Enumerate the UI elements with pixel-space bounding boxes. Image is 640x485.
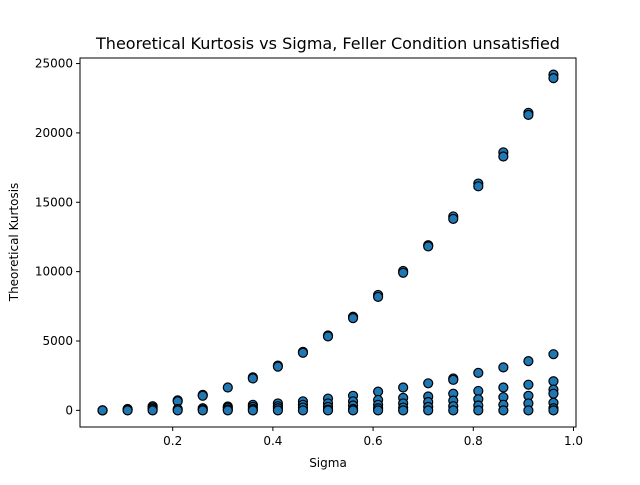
data-point (473, 367, 484, 378)
data-point (373, 291, 384, 302)
data-point (97, 405, 108, 416)
data-point (523, 109, 534, 120)
data-point (297, 405, 309, 416)
x-tick-label: 1.0 (564, 434, 583, 448)
data-point (222, 382, 233, 393)
data-point (423, 378, 434, 389)
data-point (473, 181, 484, 192)
data-point (548, 349, 559, 360)
data-point (473, 405, 484, 416)
data-point (322, 331, 334, 342)
data-point (448, 405, 459, 416)
x-tick-label: 0.2 (163, 434, 182, 448)
data-point (498, 151, 509, 162)
y-tick-label: 25000 (35, 57, 73, 71)
data-point (523, 379, 534, 390)
data-point (398, 267, 409, 278)
y-tick-label: 15000 (35, 195, 73, 209)
y-tick-label: 20000 (35, 126, 73, 140)
data-point (398, 405, 409, 416)
data-point (498, 405, 509, 416)
data-point (272, 405, 283, 416)
x-axis: 0.2 0.4 0.6 0.8 1.0 (163, 427, 583, 448)
data-point (297, 347, 309, 358)
data-point (498, 382, 509, 393)
data-point (373, 386, 384, 397)
data-point (498, 362, 509, 373)
data-point (172, 405, 183, 416)
x-axis-label: Sigma (309, 456, 347, 470)
data-point (523, 405, 534, 416)
data-points (97, 69, 559, 416)
data-point (247, 405, 258, 416)
data-point (122, 405, 133, 416)
data-point (322, 405, 334, 416)
data-point (347, 405, 359, 416)
data-point (448, 374, 459, 385)
data-point (347, 313, 359, 324)
y-tick-label: 0 (65, 403, 73, 417)
data-point (222, 405, 233, 416)
y-tick-label: 5000 (42, 334, 73, 348)
data-point (398, 382, 409, 393)
x-tick-label: 0.4 (263, 434, 282, 448)
data-point (548, 376, 559, 387)
data-point (373, 405, 384, 416)
data-point (448, 213, 459, 225)
data-point (197, 390, 208, 401)
y-axis: 0 5000 10000 15000 20000 25000 (35, 57, 80, 417)
y-tick-label: 10000 (35, 265, 73, 279)
data-point (473, 385, 484, 397)
data-point (548, 73, 559, 84)
data-point (272, 361, 283, 372)
data-point (548, 405, 559, 416)
data-point (247, 373, 258, 384)
data-point (197, 405, 208, 416)
chart-title: Theoretical Kurtosis vs Sigma, Feller Co… (95, 34, 560, 53)
x-tick-label: 0.6 (364, 434, 383, 448)
data-point (523, 356, 534, 367)
data-point (423, 241, 434, 252)
y-axis-label: Theoretical Kurtosis (7, 183, 21, 303)
data-point (147, 405, 158, 416)
x-tick-label: 0.8 (464, 434, 483, 448)
data-point (423, 405, 434, 416)
data-point (548, 388, 559, 399)
plot-area-frame (79, 57, 577, 428)
